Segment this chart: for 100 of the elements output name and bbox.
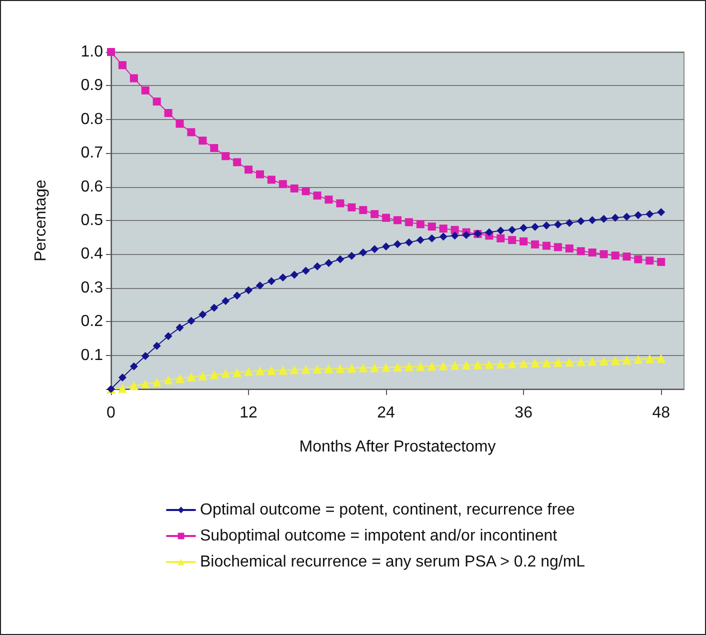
point xyxy=(520,237,528,246)
point xyxy=(129,381,138,390)
point xyxy=(508,236,516,244)
point xyxy=(302,266,310,275)
point xyxy=(645,354,654,364)
point xyxy=(358,363,368,372)
point xyxy=(656,354,666,363)
point xyxy=(588,216,596,224)
point xyxy=(198,371,208,380)
point xyxy=(348,252,356,260)
y-axis-title: Percentage xyxy=(32,179,50,262)
point xyxy=(278,273,287,282)
point xyxy=(266,366,276,375)
point xyxy=(428,222,436,231)
point xyxy=(394,240,402,248)
point xyxy=(404,218,413,226)
point xyxy=(542,222,550,230)
point xyxy=(462,230,470,239)
point xyxy=(520,224,528,232)
point xyxy=(186,372,196,382)
y-tick-label: 0.4 xyxy=(80,246,104,263)
point xyxy=(496,234,505,242)
point xyxy=(175,374,184,384)
point xyxy=(404,362,414,372)
y-tick-label: 0.3 xyxy=(80,279,104,296)
point xyxy=(508,226,516,234)
point xyxy=(622,212,631,221)
point xyxy=(324,196,333,204)
point xyxy=(450,226,459,234)
point xyxy=(588,356,597,366)
point xyxy=(244,286,253,294)
point xyxy=(302,187,310,196)
point xyxy=(141,352,150,360)
point xyxy=(222,297,230,306)
point xyxy=(439,224,448,233)
point xyxy=(610,356,620,366)
point xyxy=(393,362,402,372)
point xyxy=(278,366,288,375)
point xyxy=(301,364,310,374)
point xyxy=(222,152,230,160)
legend-label: Biochemical recurrence = any serum PSA > 0.2 ng/mL xyxy=(200,554,586,570)
point xyxy=(244,366,254,376)
point xyxy=(531,222,540,231)
point xyxy=(438,361,448,370)
point xyxy=(531,240,540,248)
point xyxy=(382,214,390,222)
point xyxy=(359,206,368,214)
point xyxy=(553,358,562,367)
point xyxy=(130,362,138,370)
point xyxy=(187,128,196,136)
point xyxy=(416,236,424,244)
point xyxy=(141,86,150,94)
point xyxy=(542,242,550,250)
point xyxy=(519,358,528,368)
point xyxy=(611,252,620,260)
point xyxy=(244,166,253,174)
point xyxy=(657,208,666,216)
point xyxy=(359,248,368,257)
y-tick-label: 0.1 xyxy=(80,346,104,364)
point xyxy=(588,248,596,257)
point xyxy=(600,214,608,223)
point xyxy=(611,214,620,222)
point xyxy=(152,378,162,387)
point xyxy=(118,374,126,382)
point xyxy=(382,362,391,372)
point xyxy=(118,61,126,70)
point xyxy=(164,332,172,340)
point xyxy=(290,365,299,374)
point xyxy=(496,360,506,369)
point xyxy=(565,244,574,252)
point xyxy=(634,354,643,364)
point xyxy=(599,356,608,366)
point xyxy=(496,226,505,235)
x-tick-label: 36 xyxy=(514,404,533,422)
point xyxy=(348,203,356,212)
point xyxy=(176,120,184,128)
point xyxy=(646,210,654,218)
point xyxy=(210,144,218,152)
y-tick-label: 0.7 xyxy=(80,144,104,162)
point xyxy=(370,245,379,254)
point xyxy=(118,384,127,393)
point xyxy=(576,217,585,226)
point xyxy=(152,342,161,350)
point xyxy=(130,74,138,82)
x-tick-label: 48 xyxy=(652,404,670,422)
point xyxy=(347,364,356,373)
point xyxy=(484,360,494,369)
x-axis-title: Months After Prostatectomy xyxy=(299,438,496,456)
point xyxy=(554,243,562,252)
point xyxy=(176,324,184,332)
point xyxy=(140,379,150,388)
point xyxy=(267,277,276,286)
point xyxy=(290,184,298,192)
x-tick-label: 24 xyxy=(377,404,396,422)
point xyxy=(576,357,586,366)
point xyxy=(634,211,642,220)
y-tick-label: 0.8 xyxy=(80,110,104,128)
point xyxy=(221,369,230,378)
point xyxy=(542,358,551,368)
y-tick-label: 0.2 xyxy=(80,313,104,330)
